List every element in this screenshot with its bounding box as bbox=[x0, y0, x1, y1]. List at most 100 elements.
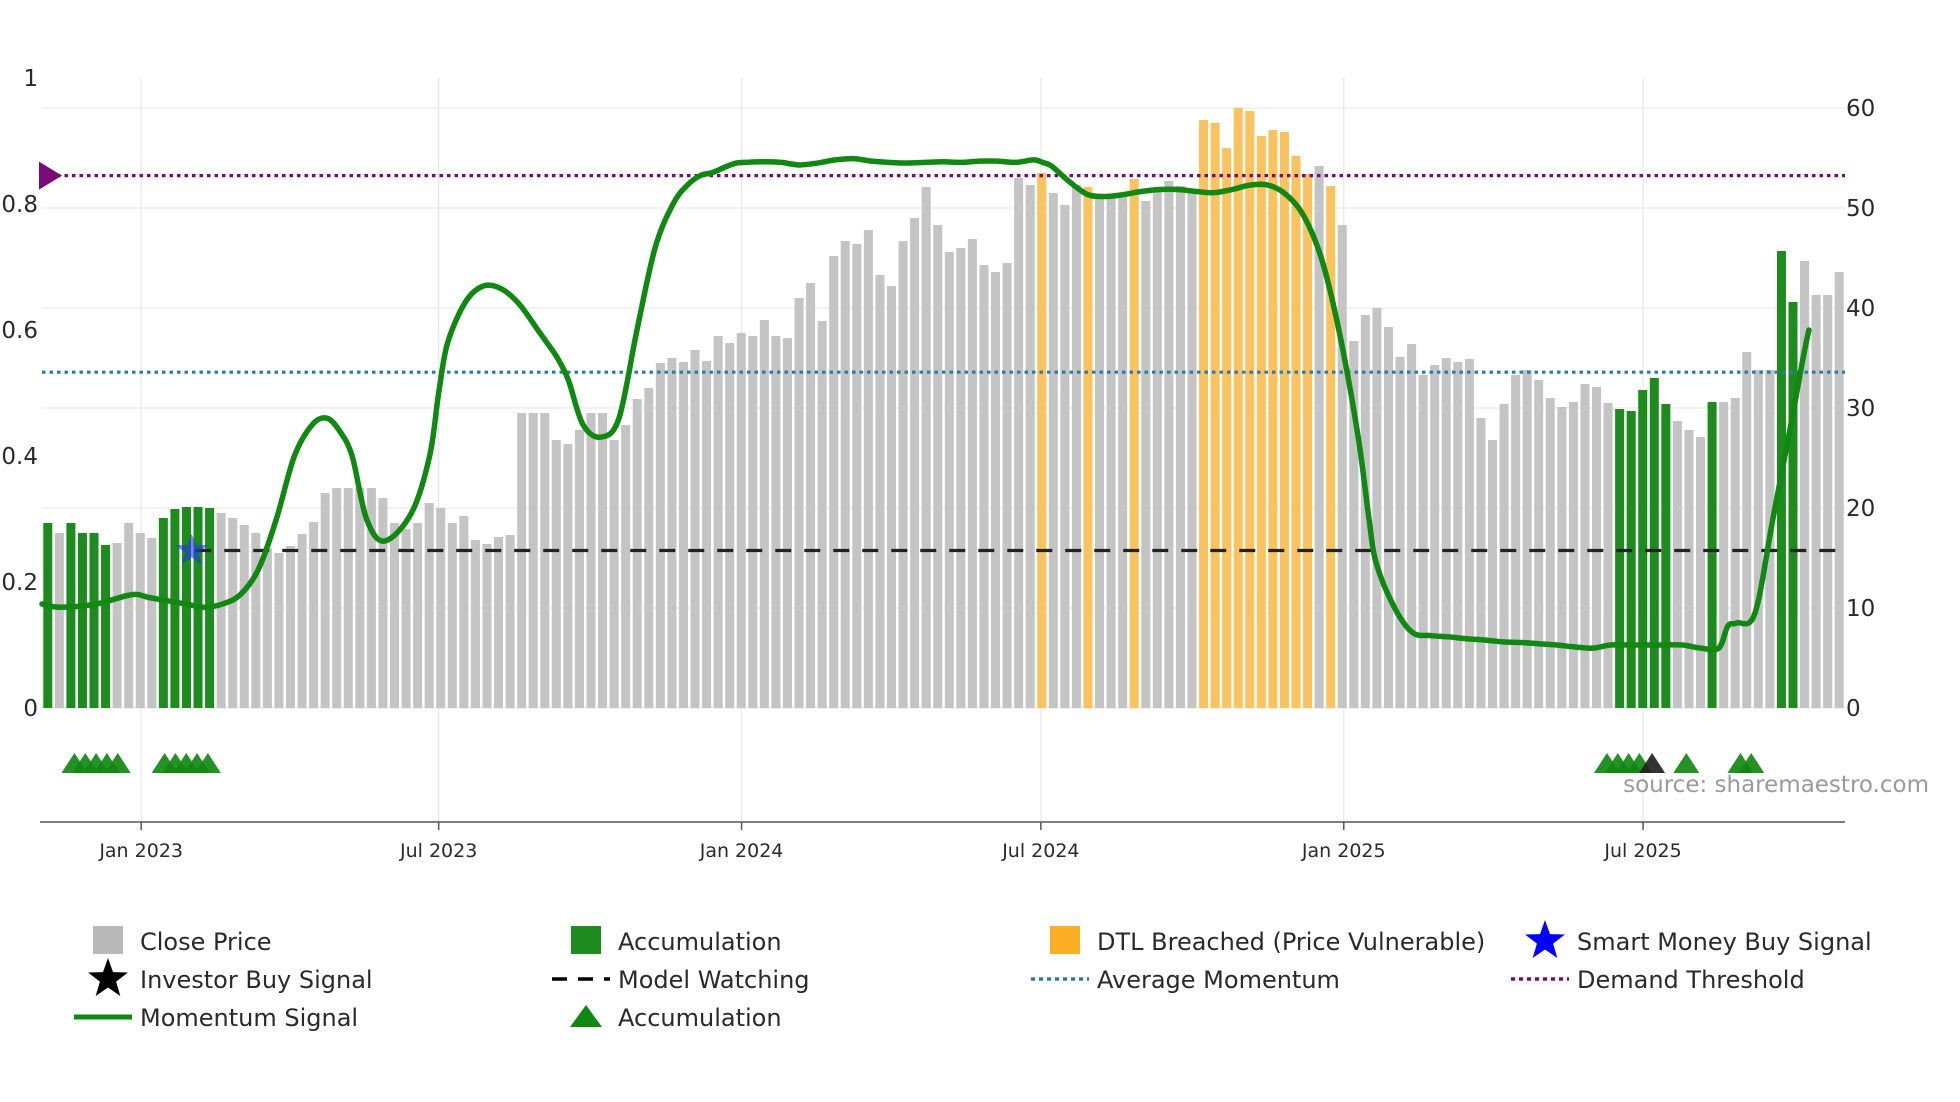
price-bar bbox=[1141, 201, 1151, 708]
price-bar bbox=[1811, 295, 1821, 708]
price-bar bbox=[1060, 205, 1070, 708]
legend-item: Model Watching bbox=[552, 966, 810, 994]
price-bar bbox=[1187, 193, 1197, 708]
x-axis-tick-label: Jan 2023 bbox=[98, 840, 183, 862]
price-bar bbox=[89, 533, 99, 708]
price-bar bbox=[447, 523, 457, 708]
price-bar bbox=[355, 488, 365, 708]
price-bar bbox=[1210, 123, 1220, 708]
price-bar bbox=[1349, 341, 1359, 708]
legend-label: Close Price bbox=[140, 928, 272, 956]
smart-money-buy-signal-star bbox=[175, 533, 208, 565]
accumulation-triangle bbox=[194, 753, 221, 773]
price-bar bbox=[1545, 398, 1555, 708]
price-bar bbox=[1568, 402, 1578, 708]
price-bar bbox=[748, 336, 758, 708]
price-bar bbox=[274, 553, 284, 708]
price-bar bbox=[678, 362, 688, 708]
price-bar bbox=[1823, 295, 1833, 708]
price-bar bbox=[1696, 437, 1706, 708]
price-bar bbox=[66, 523, 76, 708]
price-bar bbox=[1753, 370, 1763, 708]
price-bar bbox=[343, 488, 353, 708]
price-bar bbox=[239, 525, 249, 708]
price-bar bbox=[1499, 404, 1509, 708]
legend-star-icon bbox=[88, 958, 128, 996]
price-bar bbox=[147, 538, 157, 708]
price-bar bbox=[366, 488, 376, 708]
legend-label: Smart Money Buy Signal bbox=[1577, 928, 1872, 956]
price-bar bbox=[806, 283, 816, 708]
price-bar bbox=[1245, 111, 1255, 708]
price-bar bbox=[1037, 173, 1047, 708]
price-bar bbox=[1719, 402, 1729, 708]
price-bar bbox=[1222, 148, 1232, 708]
price-bar bbox=[1106, 194, 1116, 708]
right-axis-tick-label: 0 bbox=[1846, 696, 1861, 722]
price-bar bbox=[1407, 344, 1417, 708]
price-bar bbox=[655, 363, 665, 708]
price-bar bbox=[1522, 370, 1532, 708]
price-bar bbox=[528, 413, 538, 708]
right-axis-tick-label: 10 bbox=[1846, 596, 1875, 622]
price-bar bbox=[1199, 120, 1209, 708]
price-bar bbox=[944, 252, 954, 708]
price-bar bbox=[1314, 166, 1324, 708]
left-axis-tick-label: 0.6 bbox=[1, 318, 38, 344]
price-bar bbox=[1638, 390, 1648, 708]
price-bar bbox=[1649, 378, 1659, 708]
x-axis-tick-label: Jul 2024 bbox=[1001, 840, 1079, 862]
price-bar bbox=[921, 187, 931, 708]
price-bar bbox=[1511, 375, 1521, 708]
legend-item: Close Price bbox=[93, 926, 272, 956]
price-bar bbox=[817, 321, 827, 708]
price-bar bbox=[574, 430, 584, 708]
price-bar bbox=[1256, 136, 1266, 708]
legend-label: Average Momentum bbox=[1097, 966, 1340, 994]
price-bar bbox=[482, 544, 492, 708]
price-bar bbox=[1383, 327, 1393, 708]
price-bar bbox=[979, 265, 989, 708]
accumulation-triangle bbox=[1673, 753, 1700, 773]
price-bar bbox=[135, 533, 145, 708]
price-bar bbox=[690, 350, 700, 708]
price-bar bbox=[1430, 365, 1440, 708]
price-bar bbox=[1095, 197, 1105, 708]
price-bar bbox=[1083, 187, 1093, 708]
price-bar bbox=[390, 523, 400, 708]
right-axis-tick-label: 30 bbox=[1846, 396, 1875, 422]
x-axis-tick-label: Jul 2025 bbox=[1603, 840, 1681, 862]
price-bar bbox=[551, 440, 561, 708]
legend-square-swatch bbox=[1050, 926, 1080, 954]
price-bar bbox=[713, 336, 723, 708]
legend-item: Accumulation bbox=[571, 926, 782, 956]
price-bar bbox=[1025, 185, 1035, 708]
price-bar bbox=[1048, 193, 1058, 708]
price-bar bbox=[1788, 302, 1798, 708]
price-bar bbox=[563, 444, 573, 708]
price-bar bbox=[875, 275, 885, 708]
price-bar bbox=[1326, 186, 1336, 708]
signal-lines bbox=[39, 155, 1845, 653]
right-axis-tick-label: 50 bbox=[1846, 196, 1875, 222]
price-bar bbox=[644, 388, 654, 708]
price-bar bbox=[309, 522, 319, 708]
price-bar bbox=[898, 241, 908, 708]
legend-triangle-icon bbox=[570, 1005, 602, 1027]
legend-square-swatch bbox=[93, 926, 123, 954]
price-bar bbox=[1661, 404, 1671, 708]
price-bar bbox=[1118, 195, 1128, 708]
price-bar bbox=[621, 425, 631, 708]
price-bar bbox=[297, 534, 307, 708]
price-bar bbox=[991, 272, 1001, 708]
price-bar bbox=[1233, 108, 1243, 708]
right-axis-tick-label: 20 bbox=[1846, 496, 1875, 522]
legend-label: DTL Breached (Price Vulnerable) bbox=[1097, 928, 1485, 956]
price-bar bbox=[1279, 132, 1289, 708]
price-bar bbox=[863, 230, 873, 708]
price-bar bbox=[216, 513, 226, 708]
price-bar bbox=[436, 508, 446, 708]
price-bar bbox=[1002, 263, 1012, 708]
price-bar bbox=[459, 516, 469, 708]
